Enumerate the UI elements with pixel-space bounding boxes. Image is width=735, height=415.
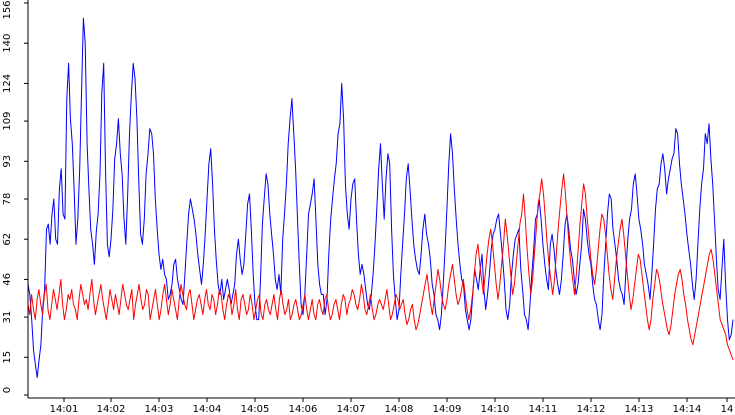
y-tick-label: 62 [2, 233, 13, 246]
x-tick-label: 14:07 [337, 404, 366, 415]
x-tick-label: 14:04 [193, 404, 222, 415]
x-tick-label: 14:09 [433, 404, 462, 415]
y-tick-label: 124 [2, 74, 13, 93]
x-tick-label: 14:06 [289, 404, 318, 415]
x-tick-label: 14 [721, 404, 734, 415]
y-tick-label: 46 [2, 273, 13, 286]
x-axis-ticks: 14:01 14:02 14:03 14:04 14:05 14:06 14:07 14:08… [50, 398, 734, 415]
series-line-2 [27, 173, 734, 360]
y-tick-label: 140 [2, 34, 13, 53]
x-tick-label: 14:11 [529, 404, 558, 415]
x-tick-label: 14:08 [385, 404, 414, 415]
y-tick-label: 31 [2, 311, 13, 324]
x-tick-label: 14:05 [241, 404, 270, 415]
x-tick-label: 14:01 [50, 404, 79, 415]
y-tick-label: 93 [2, 155, 13, 168]
x-tick-label: 14:13 [625, 404, 654, 415]
x-tick-label: 14:10 [481, 404, 510, 415]
y-tick-label: 109 [2, 112, 13, 131]
series-line-1 [27, 17, 734, 378]
x-tick-label: 14:12 [577, 404, 606, 415]
y-axis-ticks: 0 15 31 46 62 78 93 109 124 140 156 [2, 0, 28, 396]
y-tick-label: 15 [2, 351, 13, 364]
x-tick-label: 14:02 [97, 404, 126, 415]
plot-area [27, 17, 734, 378]
x-tick-label: 14:03 [145, 404, 174, 415]
y-tick-label: 78 [2, 193, 13, 206]
x-tick-label: 14:14 [673, 404, 702, 415]
y-tick-label: 0 [2, 387, 13, 393]
y-tick-label: 156 [2, 0, 13, 19]
